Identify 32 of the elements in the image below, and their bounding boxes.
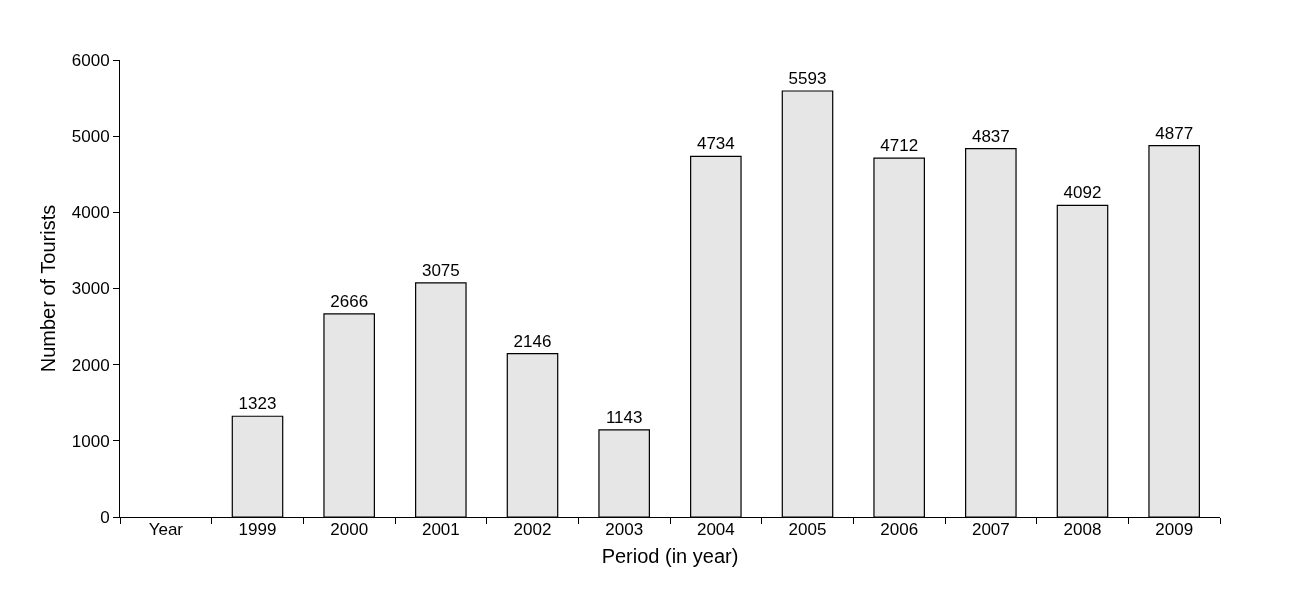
y-tick-label: 0 [100,507,110,527]
x-tick-label: 2002 [513,520,552,539]
x-tick-label: 2009 [1155,520,1194,539]
data-label: 4837 [971,126,1010,146]
y-tick-label: 5000 [71,127,110,147]
data-label: 4734 [696,134,735,154]
data-label: 2146 [513,331,552,351]
data-label: 4877 [1155,123,1194,143]
data-label: 2666 [330,291,369,311]
x-tick-label: 2005 [788,520,827,539]
data-label: 1143 [605,407,643,427]
x-tick-label: 2003 [605,520,644,539]
y-tick-label: 2000 [71,355,110,375]
x-tick-label: 2006 [880,520,919,539]
y-axis-title: Number of Tourists [37,204,60,373]
x-tick-label: 2001 [421,520,460,539]
data-label: 1323 [238,394,277,414]
data-label: 5593 [788,69,827,88]
data-label: 4092 [1063,183,1102,203]
y-tick-label: 3000 [71,279,110,299]
x-tick-label: 1999 [238,520,277,539]
x-tick-label: Year [148,520,184,539]
x-axis-title: Period (in year) [601,544,739,567]
data-label: 3075 [421,260,460,280]
x-tick-label: 2008 [1063,520,1102,539]
y-tick-label: 4000 [71,203,110,223]
y-tick-label: 6000 [71,50,110,70]
x-tick-label: 2007 [971,520,1010,539]
data-label: 4712 [880,136,919,156]
x-tick-label: 2000 [330,520,369,539]
x-tick-label: 2004 [696,520,735,539]
y-tick-label: 1000 [71,431,110,451]
